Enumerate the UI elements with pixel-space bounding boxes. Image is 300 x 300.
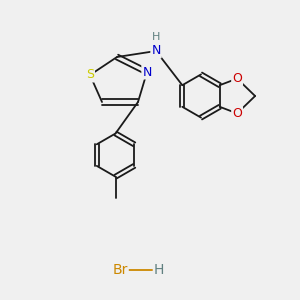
Text: S: S bbox=[86, 68, 94, 82]
Text: H: H bbox=[154, 263, 164, 277]
Text: N: N bbox=[142, 65, 152, 79]
Text: O: O bbox=[232, 107, 242, 120]
Text: Br: Br bbox=[112, 263, 128, 277]
Text: O: O bbox=[232, 72, 242, 85]
Text: N: N bbox=[151, 44, 161, 58]
Text: H: H bbox=[152, 32, 160, 43]
